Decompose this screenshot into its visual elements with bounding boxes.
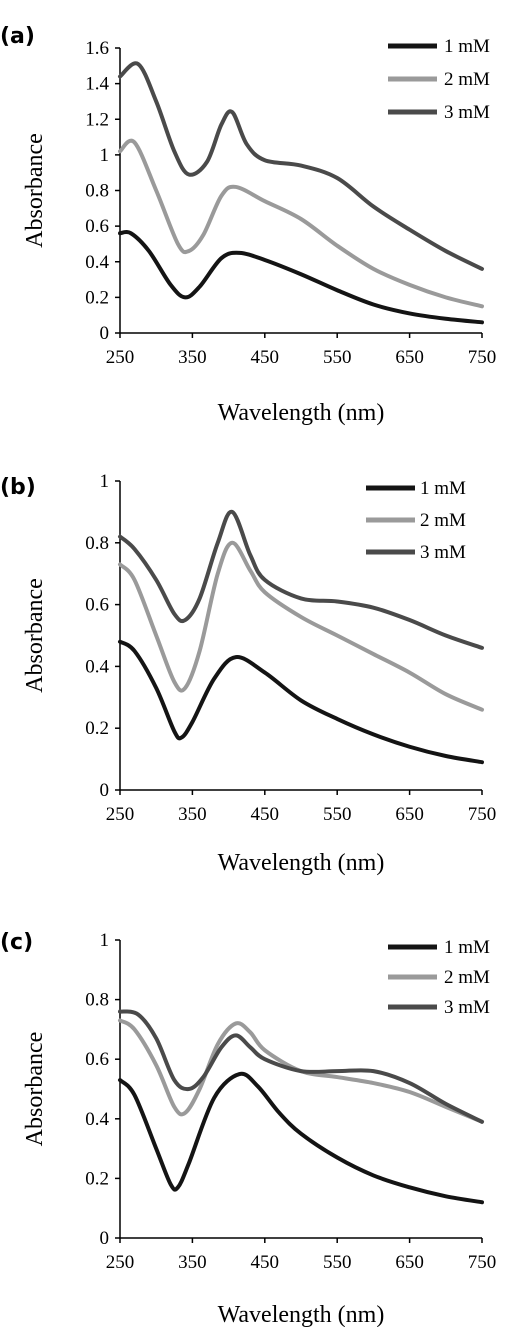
y-tick-label: 0.8 [85,181,109,202]
x-tick-label: 550 [323,1252,352,1273]
y-tick-label: 0.4 [85,656,109,677]
legend-entry: 1 mM [420,478,466,499]
x-tick-label: 450 [251,1252,280,1273]
y-tick-label: 0.6 [85,216,109,237]
legend: 1 mM 2 mM 3 mM [388,36,490,123]
x-tick-label: 450 [251,347,280,368]
x-tick-label: 250 [106,804,135,825]
y-tick-label: 1.6 [85,38,109,59]
x-tick-label: 550 [323,804,352,825]
chart-panel-1: (a) 0 0.2 0.4 0.6 0.8 1 1.2 1.4 1.6 250 350 450 550 65… [0,24,496,426]
y-tick-label: 1 [100,471,110,492]
y-tick-label: 0.6 [85,595,109,616]
series-line-3mm [118,61,484,271]
legend-entry: 1 mM [444,937,490,958]
y-tick-label: 0.8 [85,533,109,554]
y-tick-label: 1.4 [85,74,109,95]
x-tick-label: 250 [106,1252,135,1273]
y-tick-label: 1 [100,145,110,166]
series-line-2mm [118,540,484,712]
legend-entry: 1 mM [444,36,490,57]
x-tick-label: 450 [251,804,280,825]
series-line-3mm [118,1009,484,1124]
y-tick-label: 0.2 [85,1168,109,1189]
x-tick-label: 350 [178,1252,207,1273]
x-tick-label: 750 [468,347,497,368]
legend: 1 mM 2 mM 3 mM [388,937,490,1018]
x-tick-label: 650 [395,347,424,368]
series-line-1mm [118,229,484,325]
panel-label: (b) [0,475,36,500]
legend-entry: 3 mM [444,997,490,1018]
x-axis-label: Wavelength (nm) [218,400,385,426]
panel-label: (c) [0,930,33,955]
y-tick-label: 0 [100,780,110,801]
series-line-3mm [118,509,484,650]
chart-panel-3: (c) 0 0.2 0.4 0.6 0.8 1 250 350 450 550 650 750 Wavel… [0,930,496,1327]
y-tick-label: 0.4 [85,252,109,273]
panel-label: (a) [0,24,35,49]
chart-panel-2: (b) 0 0.2 0.4 0.6 0.8 1 250 350 450 550 650 750 Wavel… [0,471,496,876]
y-tick-label: 0 [100,1228,110,1249]
x-tick-label: 750 [468,1252,497,1273]
y-tick-label: 0.2 [85,287,109,308]
y-tick-label: 0.2 [85,718,109,739]
x-tick-label: 650 [395,1252,424,1273]
y-axis-label: Absorbance [22,1032,48,1147]
x-tick-label: 750 [468,804,497,825]
x-axis-label: Wavelength (nm) [218,1302,385,1327]
y-axis-label: Absorbance [22,133,48,248]
legend: 1 mM 2 mM 3 mM [366,478,466,563]
y-tick-label: 1 [100,930,110,951]
x-tick-label: 650 [395,804,424,825]
y-tick-label: 0.8 [85,990,109,1011]
legend-entry: 2 mM [444,967,490,988]
legend-entry: 2 mM [444,69,490,90]
x-axis-label: Wavelength (nm) [218,850,385,876]
x-tick-label: 350 [178,347,207,368]
y-tick-label: 0 [100,323,110,344]
series-line-1mm [118,1071,484,1205]
legend-entry: 3 mM [420,542,466,563]
legend-entry: 3 mM [444,102,490,123]
legend-entry: 2 mM [420,510,466,531]
y-tick-label: 0.4 [85,1109,109,1130]
x-tick-label: 350 [178,804,207,825]
y-tick-label: 1.2 [85,109,109,130]
y-axis-label: Absorbance [22,578,48,693]
series-line-2mm [118,138,484,309]
series-line-1mm [118,639,484,765]
series-line-2mm [118,1018,484,1124]
x-tick-label: 550 [323,347,352,368]
x-tick-label: 250 [106,347,135,368]
y-tick-label: 0.6 [85,1049,109,1070]
